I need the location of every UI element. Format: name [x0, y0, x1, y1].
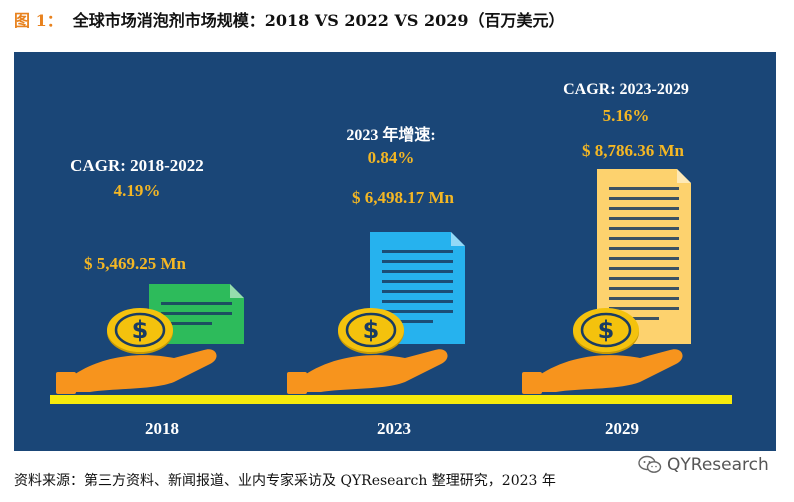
figure-label: 图 1：: [14, 11, 63, 30]
dollar-sign-icon: $: [598, 316, 615, 344]
document-line: [382, 320, 433, 323]
document-fold: [451, 232, 465, 246]
document-line: [382, 250, 453, 253]
document-line: [609, 197, 679, 200]
document-line: [382, 300, 453, 303]
annotation-value-2018: 4.19%: [113, 181, 161, 200]
document-line: [609, 207, 679, 210]
infographic-panel: $ $ $ CAGR: 2018-2022 4.19% $ 5,469.25 Mn …: [14, 52, 776, 451]
document-line: [609, 237, 679, 240]
document-line: [609, 247, 679, 250]
annotation-value-2023: 0.84%: [367, 148, 415, 167]
coin-ring: [580, 312, 632, 348]
category-label-2029: 2029: [605, 419, 639, 438]
document-fold: [677, 169, 691, 183]
hand-cuff: [287, 372, 307, 394]
document-body: [597, 169, 691, 344]
document-line: [609, 217, 679, 220]
annotation-heading-2029: CAGR: 2023-2029: [563, 81, 689, 98]
document-line: [382, 290, 453, 293]
document-line: [161, 322, 212, 325]
hand-cuff: [56, 372, 76, 394]
wechat-icon: [638, 455, 662, 473]
coin-hand-2018: $: [56, 308, 217, 394]
document-line: [609, 277, 679, 280]
annotation-value-2029: 5.16%: [602, 106, 650, 125]
coin-hand-2029: $: [522, 308, 683, 394]
document-line: [609, 257, 679, 260]
category-label-2018: 2018: [145, 419, 179, 438]
document-2029: [597, 169, 691, 344]
dollar-sign-icon: $: [132, 316, 149, 344]
document-line: [609, 227, 679, 230]
coin-ring: [114, 312, 166, 348]
annotation-heading-2023: 2023 年增速:: [346, 127, 436, 144]
document-line: [609, 297, 679, 300]
category-label-2023: 2023: [377, 419, 411, 438]
document-line: [609, 287, 679, 290]
source-note: 资料来源：第三方资料、新闻报道、业内专家采访及 QYResearch 整理研究，…: [14, 473, 556, 489]
dollar-sign-icon: $: [363, 316, 380, 344]
value-label-2029: $ 8,786.36 Mn: [582, 141, 684, 160]
coin-hand-2023: $: [287, 308, 448, 394]
figure-title-text: 全球市场消泡剂市场规模：2018 VS 2022 VS 2029（百万美元）: [72, 11, 565, 30]
document-line: [609, 307, 679, 310]
hand-icon: [72, 349, 217, 392]
hand-cuff: [522, 372, 542, 394]
watermark-text: QYResearch: [667, 455, 769, 475]
document-fold: [230, 284, 244, 298]
document-line: [382, 310, 453, 313]
infographic-art: $ $ $: [50, 169, 732, 404]
document-line: [609, 267, 679, 270]
document-line: [382, 260, 453, 263]
value-label-2018: $ 5,469.25 Mn: [84, 254, 186, 273]
hand-icon: [538, 349, 683, 392]
document-line: [609, 187, 679, 190]
baseline-bar: [50, 395, 732, 404]
document-line: [161, 302, 232, 305]
document-line: [161, 312, 232, 315]
watermark: QYResearch: [638, 455, 769, 475]
coin-ring: [345, 312, 397, 348]
value-label-2023: $ 6,498.17 Mn: [352, 188, 454, 207]
document-line: [382, 270, 453, 273]
annotation-heading-2018: CAGR: 2018-2022: [70, 156, 204, 175]
figure-title: 图 1： 全球市场消泡剂市场规模：2018 VS 2022 VS 2029（百万…: [14, 6, 565, 32]
document-line: [382, 280, 453, 283]
hand-icon: [303, 349, 448, 392]
